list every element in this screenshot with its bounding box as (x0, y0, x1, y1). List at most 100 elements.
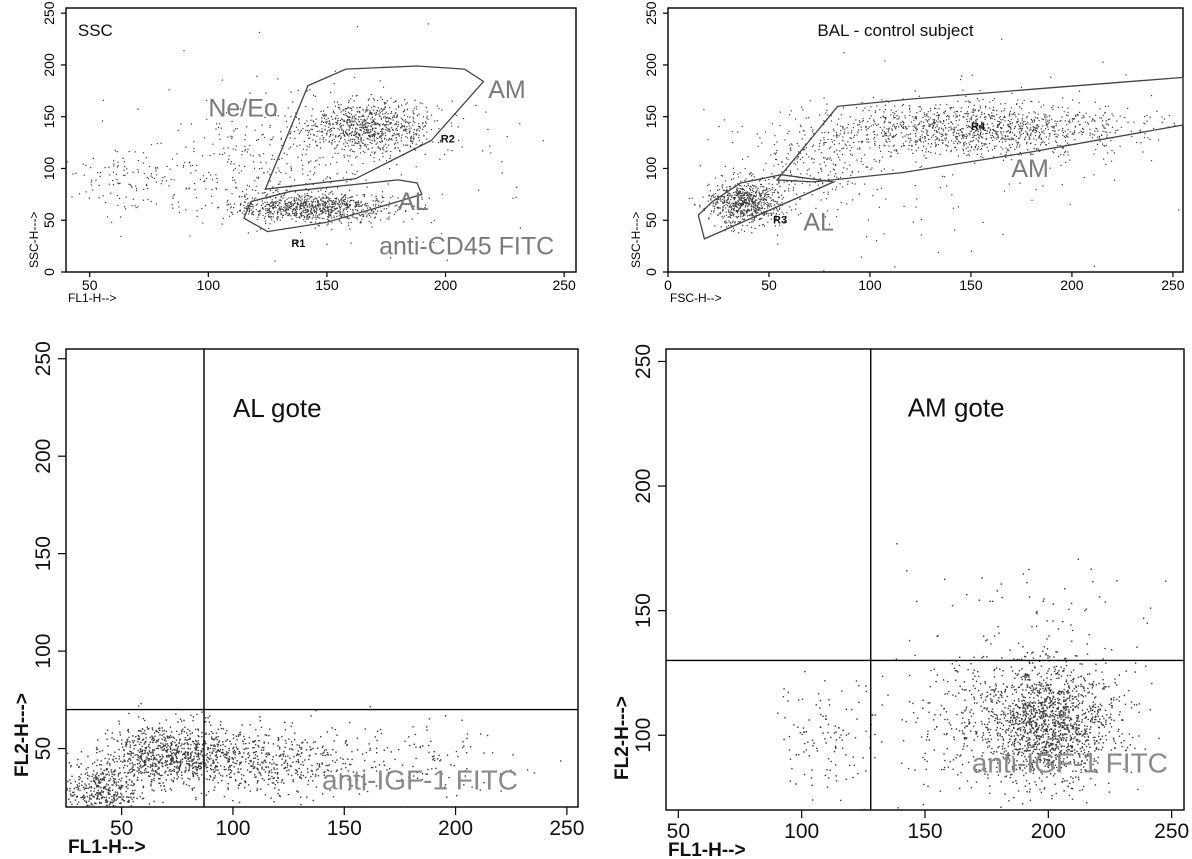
scatter-point (542, 140, 544, 142)
scatter-point (719, 199, 721, 201)
scatter-point (125, 196, 127, 198)
scatter-point (807, 169, 809, 171)
scatter-point (1051, 126, 1053, 128)
scatter-point (804, 134, 806, 136)
scatter-point (1082, 128, 1084, 130)
scatter-point (999, 115, 1001, 118)
scatter-point (395, 134, 397, 136)
scatter-point (355, 114, 357, 116)
scatter-point (730, 195, 732, 197)
scatter-point (332, 193, 334, 195)
scatter-point (930, 151, 932, 153)
scatter-point (303, 206, 305, 208)
scatter-point (952, 174, 954, 176)
scatter-point (299, 205, 301, 207)
scatter-point (215, 753, 218, 756)
scatter-point (285, 212, 287, 214)
scatter-point (739, 199, 741, 201)
scatter-point (947, 114, 949, 117)
scatter-point (315, 204, 317, 207)
scatter-point (743, 214, 745, 216)
scatter-point (245, 189, 248, 191)
scatter-point (316, 159, 318, 161)
scatter-point (767, 194, 769, 196)
scatter-point (183, 743, 185, 745)
scatter-point (338, 204, 340, 206)
scatter-point (273, 203, 275, 205)
scatter-point (341, 128, 343, 130)
scatter-point (176, 765, 178, 767)
scatter-point (722, 198, 724, 201)
scatter-point (173, 768, 175, 771)
scatter-point (359, 112, 361, 114)
scatter-point (315, 221, 317, 223)
scatter-point (768, 203, 770, 205)
scatter-point (330, 134, 332, 136)
scatter-point (379, 116, 381, 118)
scatter-point (343, 134, 345, 136)
scatter-point (66, 161, 68, 163)
scatter-point (922, 116, 924, 118)
scatter-point (270, 201, 272, 204)
scatter-point (167, 754, 170, 756)
scatter-point (768, 183, 770, 185)
scatter-point (899, 123, 901, 125)
scatter-point (340, 126, 342, 128)
scatter-point (299, 206, 301, 208)
scatter-point (788, 188, 790, 190)
scatter-point (288, 206, 291, 209)
scatter-point (736, 217, 738, 219)
scatter-point (882, 115, 884, 118)
scatter-point (294, 137, 296, 139)
scatter-point (389, 122, 391, 124)
scatter-point (776, 201, 778, 203)
scatter-point (778, 180, 780, 182)
scatter-point (236, 128, 238, 130)
scatter-point (370, 222, 372, 224)
scatter-point (131, 205, 133, 207)
scatter-point (347, 116, 349, 119)
scatter-point (966, 111, 968, 113)
scatter-point (325, 188, 328, 190)
scatter-point (291, 205, 293, 207)
scatter-point (776, 141, 778, 143)
scatter-point (773, 200, 775, 202)
scatter-point (388, 138, 390, 140)
scatter-point (1045, 144, 1047, 146)
scatter-point (415, 166, 417, 168)
scatter-point (424, 153, 426, 155)
scatter-point (741, 212, 743, 214)
scatter-point (393, 143, 396, 145)
scatter-point (1045, 121, 1047, 123)
scatter-point (317, 206, 320, 208)
scatter-point (374, 217, 376, 219)
scatter-point (327, 197, 329, 199)
scatter-point (758, 192, 760, 194)
scatter-point (922, 131, 924, 133)
scatter-point (926, 130, 929, 132)
scatter-point (361, 127, 363, 129)
scatter-point (839, 176, 842, 178)
scatter-point (398, 206, 400, 208)
scatter-point (784, 190, 786, 192)
scatter-point (240, 203, 242, 205)
scatter-point (286, 189, 288, 191)
scatter-point (155, 758, 157, 760)
scatter-point (1010, 128, 1012, 130)
scatter-point (307, 209, 309, 211)
scatter-point (116, 166, 118, 168)
scatter-point (167, 756, 169, 758)
scatter-point (926, 121, 928, 123)
scatter-point (967, 146, 969, 148)
scatter-point (758, 202, 760, 204)
scatter-point (183, 164, 185, 167)
scatter-point (1107, 105, 1110, 107)
scatter-point (366, 137, 368, 140)
scatter-point (775, 213, 777, 215)
scatter-point (345, 202, 348, 204)
scatter-point (735, 215, 737, 218)
scatter-point (359, 124, 361, 126)
scatter-point (866, 236, 868, 238)
scatter-point (123, 174, 125, 176)
scatter-point (428, 197, 430, 199)
